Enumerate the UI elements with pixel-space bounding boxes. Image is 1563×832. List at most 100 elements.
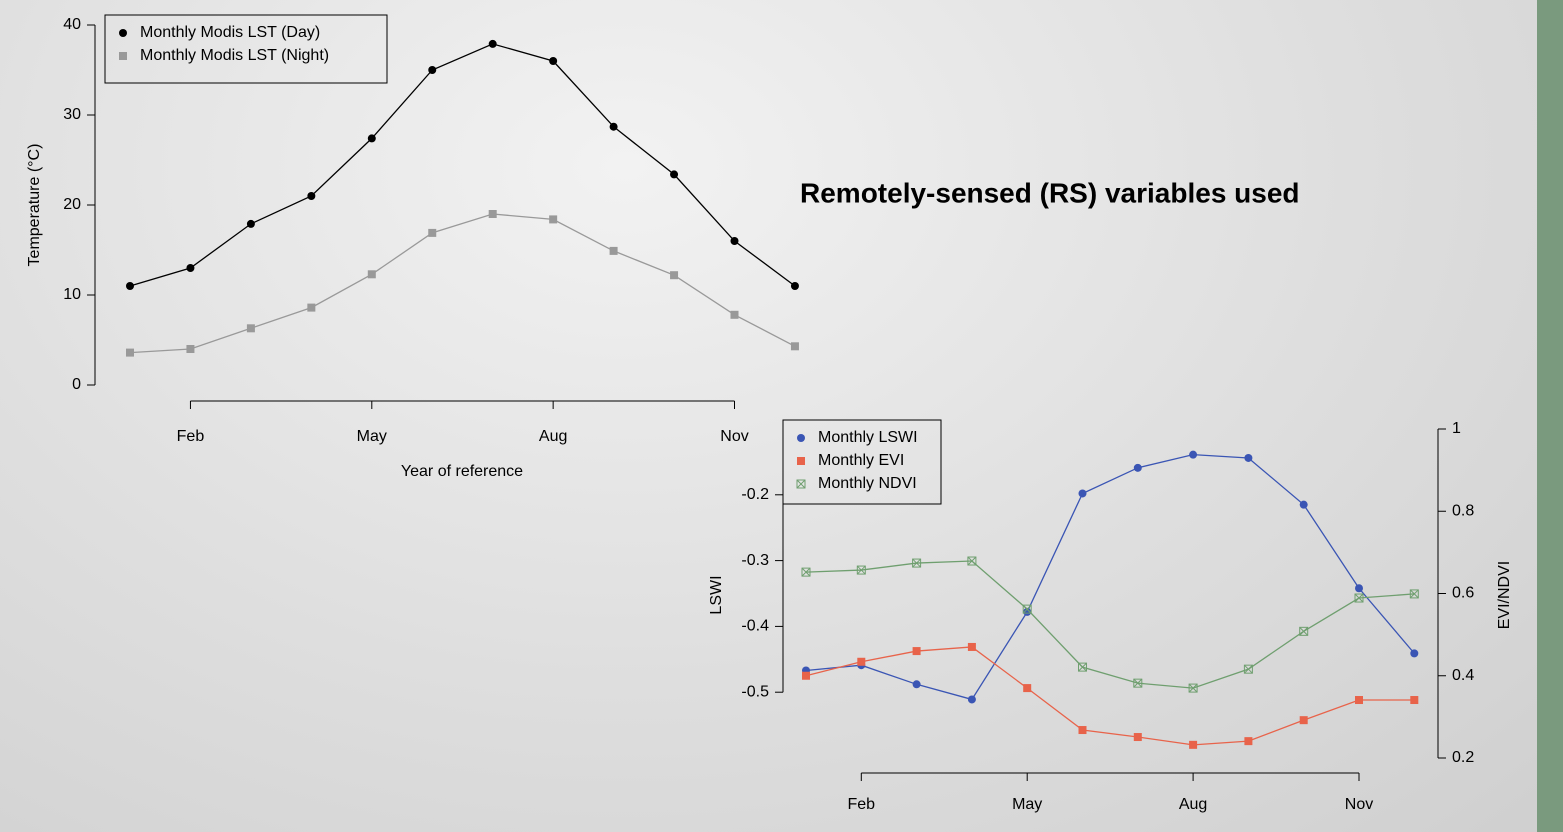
point	[1243, 664, 1253, 674]
point	[1189, 740, 1198, 749]
point	[1410, 649, 1419, 658]
series-line	[129, 43, 796, 287]
point	[126, 282, 134, 290]
point	[1022, 604, 1032, 614]
point	[609, 122, 618, 131]
legend-box	[104, 14, 388, 84]
point	[609, 246, 618, 255]
x-tick-label: May	[357, 428, 387, 445]
x-tick-label: Feb	[177, 428, 205, 445]
y-axis-title: Temperature (°C)	[26, 144, 43, 267]
legend-label: Monthly EVI	[818, 452, 904, 469]
point	[1299, 626, 1309, 636]
y2-tick-label: 0.4	[1452, 667, 1474, 684]
y-tick-label: -0.5	[741, 683, 769, 700]
y-tick-label: -0.3	[741, 552, 769, 569]
x-tick-label: Nov	[720, 428, 748, 445]
point	[1354, 593, 1364, 603]
point	[307, 192, 316, 200]
point	[428, 66, 437, 74]
point	[549, 57, 558, 65]
point	[912, 647, 921, 656]
y2-axis-title: EVI/NDVI	[1496, 561, 1513, 629]
point	[119, 52, 127, 60]
point	[1078, 726, 1087, 735]
y-axis-title: LSWI	[708, 575, 725, 614]
point	[186, 264, 195, 272]
x-tick-label: Aug	[539, 428, 567, 445]
legend-label: Monthly LSWI	[818, 429, 918, 446]
point	[1188, 683, 1198, 693]
legend-label: Monthly Modis LST (Night)	[140, 47, 329, 64]
legend-label: Monthly Modis LST (Day)	[140, 24, 320, 41]
y2-tick-label: 0.2	[1452, 749, 1474, 766]
point	[967, 642, 976, 651]
point	[428, 228, 437, 237]
point	[967, 695, 976, 704]
x-tick-label: May	[1012, 796, 1042, 813]
point	[1299, 500, 1308, 509]
point	[790, 342, 799, 351]
point	[1355, 696, 1363, 705]
x-tick-label: Nov	[1345, 796, 1373, 813]
legend-label: Monthly NDVI	[818, 475, 917, 492]
x-axis-title: Year of reference	[401, 463, 523, 480]
x-tick-label: Aug	[1179, 796, 1207, 813]
point	[856, 565, 866, 575]
point	[488, 210, 497, 218]
y2-tick-label: 1	[1452, 420, 1461, 437]
point	[1078, 662, 1087, 672]
point	[367, 270, 376, 279]
point	[967, 556, 977, 566]
y2-tick-label: 0.6	[1452, 585, 1474, 602]
point	[1133, 733, 1142, 742]
point	[488, 39, 497, 48]
point	[1355, 584, 1363, 593]
point	[186, 345, 195, 353]
series-line	[129, 213, 796, 354]
point	[670, 170, 679, 179]
point	[1410, 696, 1419, 705]
point	[797, 434, 805, 442]
y-tick-label: 0	[72, 376, 81, 393]
point	[1078, 489, 1087, 498]
point	[1023, 607, 1032, 616]
point	[801, 567, 811, 577]
side-strip	[1537, 0, 1563, 832]
point	[857, 657, 866, 666]
point	[670, 271, 679, 280]
point	[246, 219, 255, 228]
y-tick-label: -0.4	[741, 618, 769, 635]
point	[1133, 678, 1143, 688]
y-tick-label: -0.2	[741, 486, 769, 503]
point	[912, 558, 922, 568]
series-line	[805, 454, 1415, 701]
point	[790, 282, 799, 290]
point	[549, 215, 558, 224]
slide-title: Remotely-sensed (RS) variables used	[800, 177, 1300, 208]
point	[119, 29, 127, 37]
point	[796, 479, 806, 489]
point	[1244, 737, 1253, 746]
point	[912, 680, 921, 689]
point	[1409, 589, 1419, 599]
point	[1299, 716, 1308, 725]
y2-tick-label: 0.8	[1452, 502, 1474, 519]
y-tick-label: 20	[63, 196, 81, 213]
point	[730, 237, 739, 245]
x-tick-label: Feb	[848, 796, 876, 813]
point	[1023, 684, 1032, 693]
point	[797, 457, 805, 465]
legend-box	[782, 419, 942, 505]
y-tick-label: 30	[63, 106, 81, 123]
point	[307, 303, 316, 312]
y-tick-label: 10	[63, 286, 81, 303]
point	[367, 134, 376, 143]
point	[1189, 450, 1198, 459]
point	[802, 671, 810, 680]
point	[246, 324, 255, 333]
series-line	[805, 560, 1415, 689]
point	[1133, 463, 1142, 472]
